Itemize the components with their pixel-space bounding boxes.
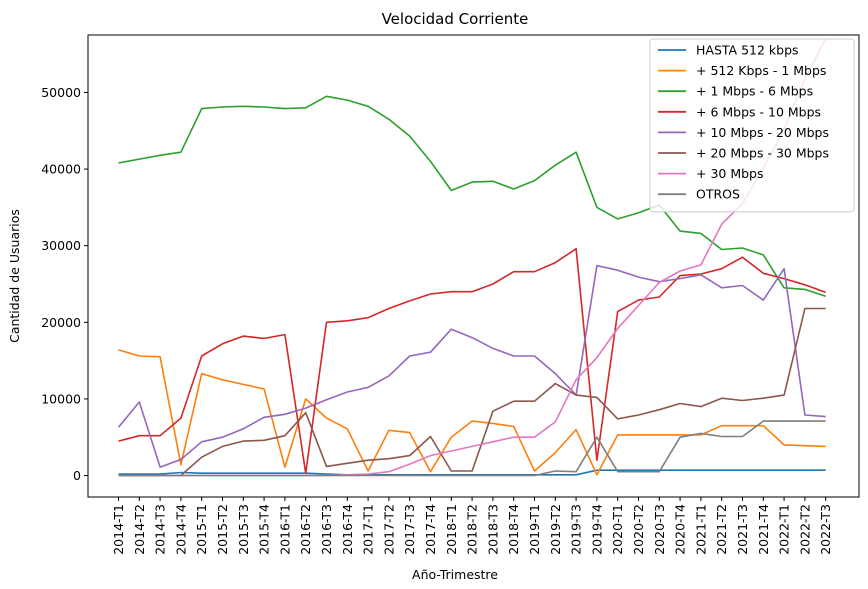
series-line-6 bbox=[118, 307, 826, 477]
x-tick-label: 2021-T4 bbox=[756, 504, 771, 555]
legend-label-1: HASTA 512 kbps bbox=[696, 43, 799, 58]
x-tick-label: 2016-T4 bbox=[340, 504, 355, 555]
x-tick-label: 2014-T1 bbox=[111, 504, 126, 555]
x-axis-title: Año-Trimestre bbox=[412, 567, 498, 582]
plot-area: 0 10000 20000 30000 40000 50000 bbox=[41, 34, 860, 501]
legend-label-6: + 20 Mbps - 30 Mbps bbox=[696, 146, 829, 161]
legend-label-4: + 6 Mbps - 10 Mbps bbox=[696, 104, 821, 119]
x-tick-label: 2017-T2 bbox=[381, 504, 396, 555]
x-tick-label: 2022-T3 bbox=[818, 504, 833, 555]
y-tick-label: 30000 bbox=[41, 238, 81, 253]
y-tick-label: 0 bbox=[73, 468, 81, 483]
x-tick-label: 2016-T3 bbox=[319, 504, 334, 555]
x-tick-label: 2020-T1 bbox=[610, 504, 625, 555]
x-tick-label: 2020-T4 bbox=[673, 504, 688, 555]
y-axis-title: Cantidad de Usuarios bbox=[7, 209, 22, 343]
legend-label-5: + 10 Mbps - 20 Mbps bbox=[696, 125, 829, 140]
x-tick-label: 2022-T2 bbox=[797, 504, 812, 555]
x-tick-label: 2018-T4 bbox=[506, 504, 521, 555]
x-tick-label: 2015-T1 bbox=[194, 504, 209, 555]
y-tick-label: 50000 bbox=[41, 85, 81, 100]
x-tick-label: 2016-T2 bbox=[298, 504, 313, 555]
series-line-2 bbox=[118, 349, 826, 476]
x-tick-label: 2020-T2 bbox=[631, 504, 646, 555]
x-tick-label: 2021-T3 bbox=[735, 504, 750, 555]
x-tick-label: 2017-T1 bbox=[361, 504, 376, 555]
x-tick-label: 2019-T2 bbox=[548, 504, 563, 555]
legend-label-8: OTROS bbox=[696, 187, 740, 202]
x-tick-label: 2020-T3 bbox=[652, 504, 667, 555]
legend-label-3: + 1 Mbps - 6 Mbps bbox=[696, 84, 813, 99]
series-line-5 bbox=[117, 264, 826, 468]
x-tick-label: 2018-T1 bbox=[444, 504, 459, 555]
x-tick-label: 2016-T1 bbox=[277, 504, 292, 555]
x-tick-label: 2017-T4 bbox=[423, 504, 438, 555]
y-tick-label: 40000 bbox=[41, 162, 81, 177]
x-tick-label: 2018-T3 bbox=[485, 504, 500, 555]
legend: HASTA 512 kbps + 512 Kbps - 1 Mbps + 1 Mbp… bbox=[649, 38, 855, 213]
x-tick-label: 2014-T2 bbox=[132, 504, 147, 555]
series-line-4 bbox=[118, 248, 826, 475]
plot-frame bbox=[87, 34, 860, 498]
x-tick-label: 2015-T3 bbox=[236, 504, 251, 555]
legend-label-7: + 30 Mbps bbox=[696, 166, 764, 181]
x-tick-label: 2015-T4 bbox=[257, 504, 272, 555]
x-tick-label: 2014-T4 bbox=[173, 504, 188, 555]
x-tick-label: 2021-T2 bbox=[714, 504, 729, 555]
x-tick-label: 2019-T1 bbox=[527, 504, 542, 555]
y-tick-label: 20000 bbox=[41, 315, 81, 330]
y-tick-label: 10000 bbox=[41, 391, 81, 406]
series-line-3 bbox=[118, 95, 826, 298]
legend-label-2: + 512 Kbps - 1 Mbps bbox=[696, 63, 826, 78]
x-tick-label: 2015-T2 bbox=[215, 504, 230, 555]
x-tick-label: 2022-T1 bbox=[777, 504, 792, 555]
x-tick-label: 2019-T3 bbox=[569, 504, 584, 555]
x-tick-label: 2021-T1 bbox=[693, 504, 708, 555]
x-tick-label: 2017-T3 bbox=[402, 504, 417, 555]
x-tick-label: 2014-T3 bbox=[153, 504, 168, 555]
x-tick-label: 2019-T4 bbox=[589, 504, 604, 555]
series-line-8 bbox=[118, 420, 826, 477]
chart-title: Velocidad Corriente bbox=[382, 10, 529, 28]
legend-box bbox=[649, 38, 855, 213]
x-tick-label: 2018-T2 bbox=[465, 504, 480, 555]
